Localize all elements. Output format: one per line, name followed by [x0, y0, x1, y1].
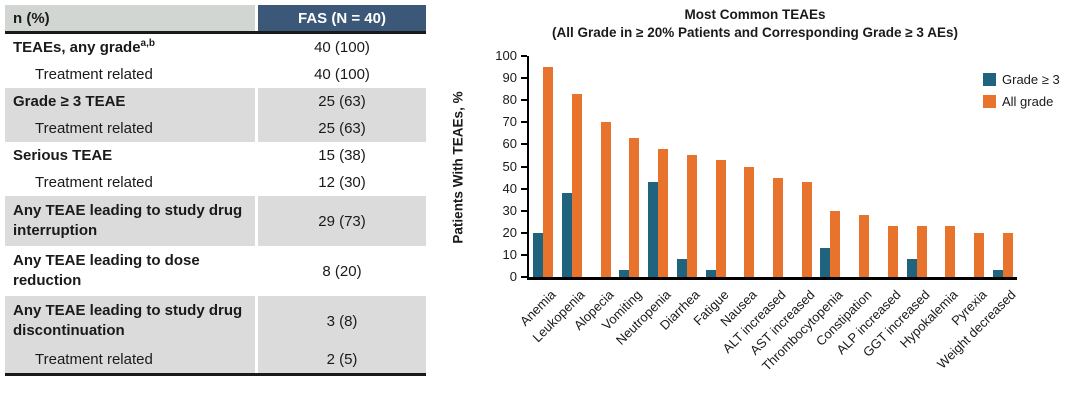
row-label: Serious TEAE — [13, 146, 113, 164]
y-tick-mark — [521, 165, 527, 168]
y-tick-mark — [521, 253, 527, 256]
table-header-metric: n (%) — [5, 5, 255, 31]
row-label: Grade ≥ 3 TEAE — [5, 88, 255, 115]
bar-grade3 — [562, 193, 573, 277]
y-tick-label: 20 — [502, 224, 517, 240]
legend: Grade ≥ 3 All grade — [983, 72, 1060, 109]
table-body: TEAEs, any gradea,b 40 (100) Treatment rel… — [5, 34, 426, 376]
bar-allgrade — [715, 159, 726, 277]
bar-allgrade — [600, 122, 611, 277]
table-header-row: n (%) FAS (N = 40) — [5, 5, 426, 34]
bar-grade3 — [992, 270, 1003, 277]
y-tick-mark — [521, 121, 527, 124]
row-value: 29 (73) — [258, 196, 426, 246]
legend-item: All grade — [983, 94, 1060, 109]
y-tick-label: 80 — [502, 92, 517, 108]
y-tick-mark — [521, 77, 527, 80]
row-label: Treatment related — [5, 115, 255, 142]
table-row: TEAEs, any gradea,b 40 (100) — [5, 34, 426, 61]
legend-label: Grade ≥ 3 — [1002, 72, 1060, 87]
row-label: Any TEAE leading to dose reduction — [13, 252, 200, 289]
bar-allgrade — [686, 155, 697, 277]
teae-summary-table: n (%) FAS (N = 40) TEAEs, any gradea,b 40… — [5, 5, 426, 376]
bar-allgrade — [1002, 232, 1013, 277]
row-value: 8 (20) — [322, 262, 362, 280]
y-tick-label: 50 — [502, 158, 517, 174]
bar-grade3 — [906, 259, 917, 277]
y-tick-label: 10 — [502, 246, 517, 262]
row-label: Treatment related — [5, 346, 255, 373]
bar-allgrade — [973, 232, 984, 277]
y-tick-label: 100 — [495, 48, 517, 63]
bar-grade3 — [619, 270, 630, 277]
row-label: Treatment related — [35, 65, 153, 83]
chart-title: Most Common TEAEs — [684, 7, 826, 22]
teae-bar-chart: Most Common TEAEs (All Grade in ≥ 20% Pa… — [430, 0, 1080, 400]
legend-label: All grade — [1002, 94, 1054, 109]
bar-allgrade — [887, 226, 898, 277]
legend-item: Grade ≥ 3 — [983, 72, 1060, 87]
y-tick-label: 70 — [502, 114, 517, 130]
bar-allgrade — [629, 137, 640, 277]
row-value: 40 (100) — [314, 66, 370, 83]
bar-grade3 — [648, 181, 659, 277]
table-row: Any TEAE leading to dose reduction 8 (20) — [5, 246, 426, 296]
row-value: 3 (8) — [258, 296, 426, 346]
table-row: Treatment related 12 (30) — [5, 169, 426, 196]
bar-allgrade — [572, 93, 583, 277]
y-tick-mark — [521, 187, 527, 190]
bar-allgrade — [859, 215, 870, 277]
bar-allgrade — [773, 177, 783, 277]
y-tick-mark — [521, 276, 527, 278]
y-tick-mark — [521, 209, 527, 212]
bar-allgrade — [744, 166, 755, 277]
table-header-fas: FAS (N = 40) — [258, 5, 426, 31]
y-tick-mark — [521, 231, 527, 234]
chart-subtitle: (All Grade in ≥ 20% Patients and Corresp… — [552, 25, 958, 40]
table-row: Serious TEAE 15 (38) — [5, 142, 426, 169]
bar-allgrade — [543, 67, 554, 277]
bar-allgrade — [916, 226, 927, 277]
table-row: Treatment related 25 (63) — [5, 115, 426, 142]
table-row: Any TEAE leading to study drug interrupt… — [5, 196, 426, 246]
bar-allgrade — [830, 210, 841, 277]
table-row: Treatment related 40 (100) — [5, 61, 426, 88]
legend-swatch — [983, 73, 996, 86]
row-label: TEAEs, any gradea,b — [13, 37, 155, 56]
table-row: Treatment related 2 (5) — [5, 346, 426, 373]
y-tick-label: 40 — [502, 180, 517, 196]
bar-grade3 — [676, 259, 687, 277]
bar-allgrade — [801, 181, 812, 277]
row-value: 25 (63) — [258, 88, 426, 115]
y-axis-label: Patients With TEAEs, % — [450, 91, 466, 244]
row-value: 40 (100) — [314, 39, 370, 56]
table-row: Any TEAE leading to study drug discontin… — [5, 296, 426, 346]
row-value: 15 (38) — [318, 147, 366, 164]
table-row: Grade ≥ 3 TEAE 25 (63) — [5, 88, 426, 115]
bar-grade3 — [705, 270, 716, 277]
legend-swatch — [983, 95, 996, 108]
bar-grade3 — [820, 248, 831, 277]
row-label: Any TEAE leading to study drug discontin… — [5, 296, 255, 346]
y-tick-mark — [521, 55, 527, 57]
row-value: 25 (63) — [258, 115, 426, 142]
row-label: Any TEAE leading to study drug interrupt… — [5, 196, 255, 246]
y-tick-label: 0 — [509, 269, 517, 284]
y-tick-mark — [521, 99, 527, 102]
y-tick-label: 90 — [502, 70, 517, 86]
row-value: 12 (30) — [318, 174, 366, 191]
row-label: Treatment related — [35, 173, 153, 191]
bar-allgrade — [658, 148, 669, 277]
y-tick-label: 60 — [502, 136, 517, 152]
bar-allgrade — [945, 226, 956, 277]
y-tick-label: 30 — [502, 202, 517, 218]
y-tick-mark — [521, 143, 527, 146]
plot-area — [527, 56, 1017, 280]
row-value: 2 (5) — [258, 346, 426, 373]
bar-grade3 — [533, 232, 544, 277]
